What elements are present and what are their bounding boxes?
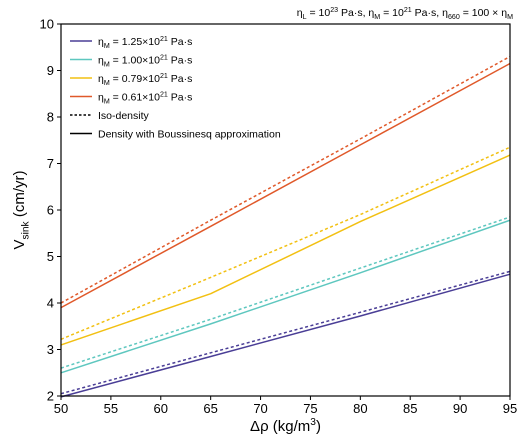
y-axis-label: Vsink (cm/yr)	[11, 171, 32, 250]
y-tick-label: 2	[47, 389, 54, 404]
x-tick-label: 65	[203, 401, 217, 416]
legend-label: Iso-density	[98, 110, 150, 122]
series-line-0.79e21-dotted	[60, 146, 511, 340]
series-line-1.25e21-dotted	[60, 270, 511, 395]
legend: ηM = 1.25×1021 Pa·s ηM = 1.00×1021 Pa·s ηM…	[70, 35, 281, 141]
y-tick-label: 3	[47, 342, 54, 357]
series-line-0.79e21-solid	[60, 154, 511, 346]
y-tick-label: 7	[47, 156, 54, 171]
series-layer	[60, 55, 511, 398]
legend-label: Density with Boussinesq approximation	[98, 129, 281, 141]
y-tick-label: 6	[47, 203, 54, 218]
series-line-1.25e21-solid	[60, 273, 511, 398]
x-tick-label: 70	[253, 401, 267, 416]
x-tick-label: 55	[104, 401, 118, 416]
series-line-0.61e21-solid	[60, 62, 511, 309]
x-tick-label: 80	[353, 401, 367, 416]
x-tick-label: 60	[154, 401, 168, 416]
x-tick-label: 90	[453, 401, 467, 416]
y-tick-label: 5	[47, 249, 54, 264]
x-tick-label: 95	[503, 401, 517, 416]
y-tick-label: 9	[47, 63, 54, 78]
x-axis-label: Δρ (kg/m3)	[250, 417, 321, 435]
header-note: ηL = 1023 Pa·s, ηM = 1021 Pa·s, η660 = 1…	[297, 6, 513, 21]
y-tick-label: 4	[47, 296, 54, 311]
x-tick-label: 50	[54, 401, 68, 416]
series-line-1.00e21-solid	[60, 219, 511, 374]
ticks-layer: 50 55 60 65 70 75 80 85 90 95 2 3 4 5 6 7 8 9 10	[40, 17, 518, 417]
legend-label: ηM = 0.61×1021 Pa·s	[98, 90, 192, 105]
x-tick-label: 75	[303, 401, 317, 416]
y-tick-label: 8	[47, 110, 54, 125]
legend-label: ηM = 1.25×1021 Pa·s	[98, 35, 192, 50]
legend-label: ηM = 1.00×1021 Pa·s	[98, 53, 192, 68]
x-tick-label: 85	[403, 401, 417, 416]
y-tick-label: 10	[40, 17, 54, 32]
legend-label: ηM = 0.79×1021 Pa·s	[98, 72, 192, 87]
series-line-1.00e21-dotted	[60, 216, 511, 369]
